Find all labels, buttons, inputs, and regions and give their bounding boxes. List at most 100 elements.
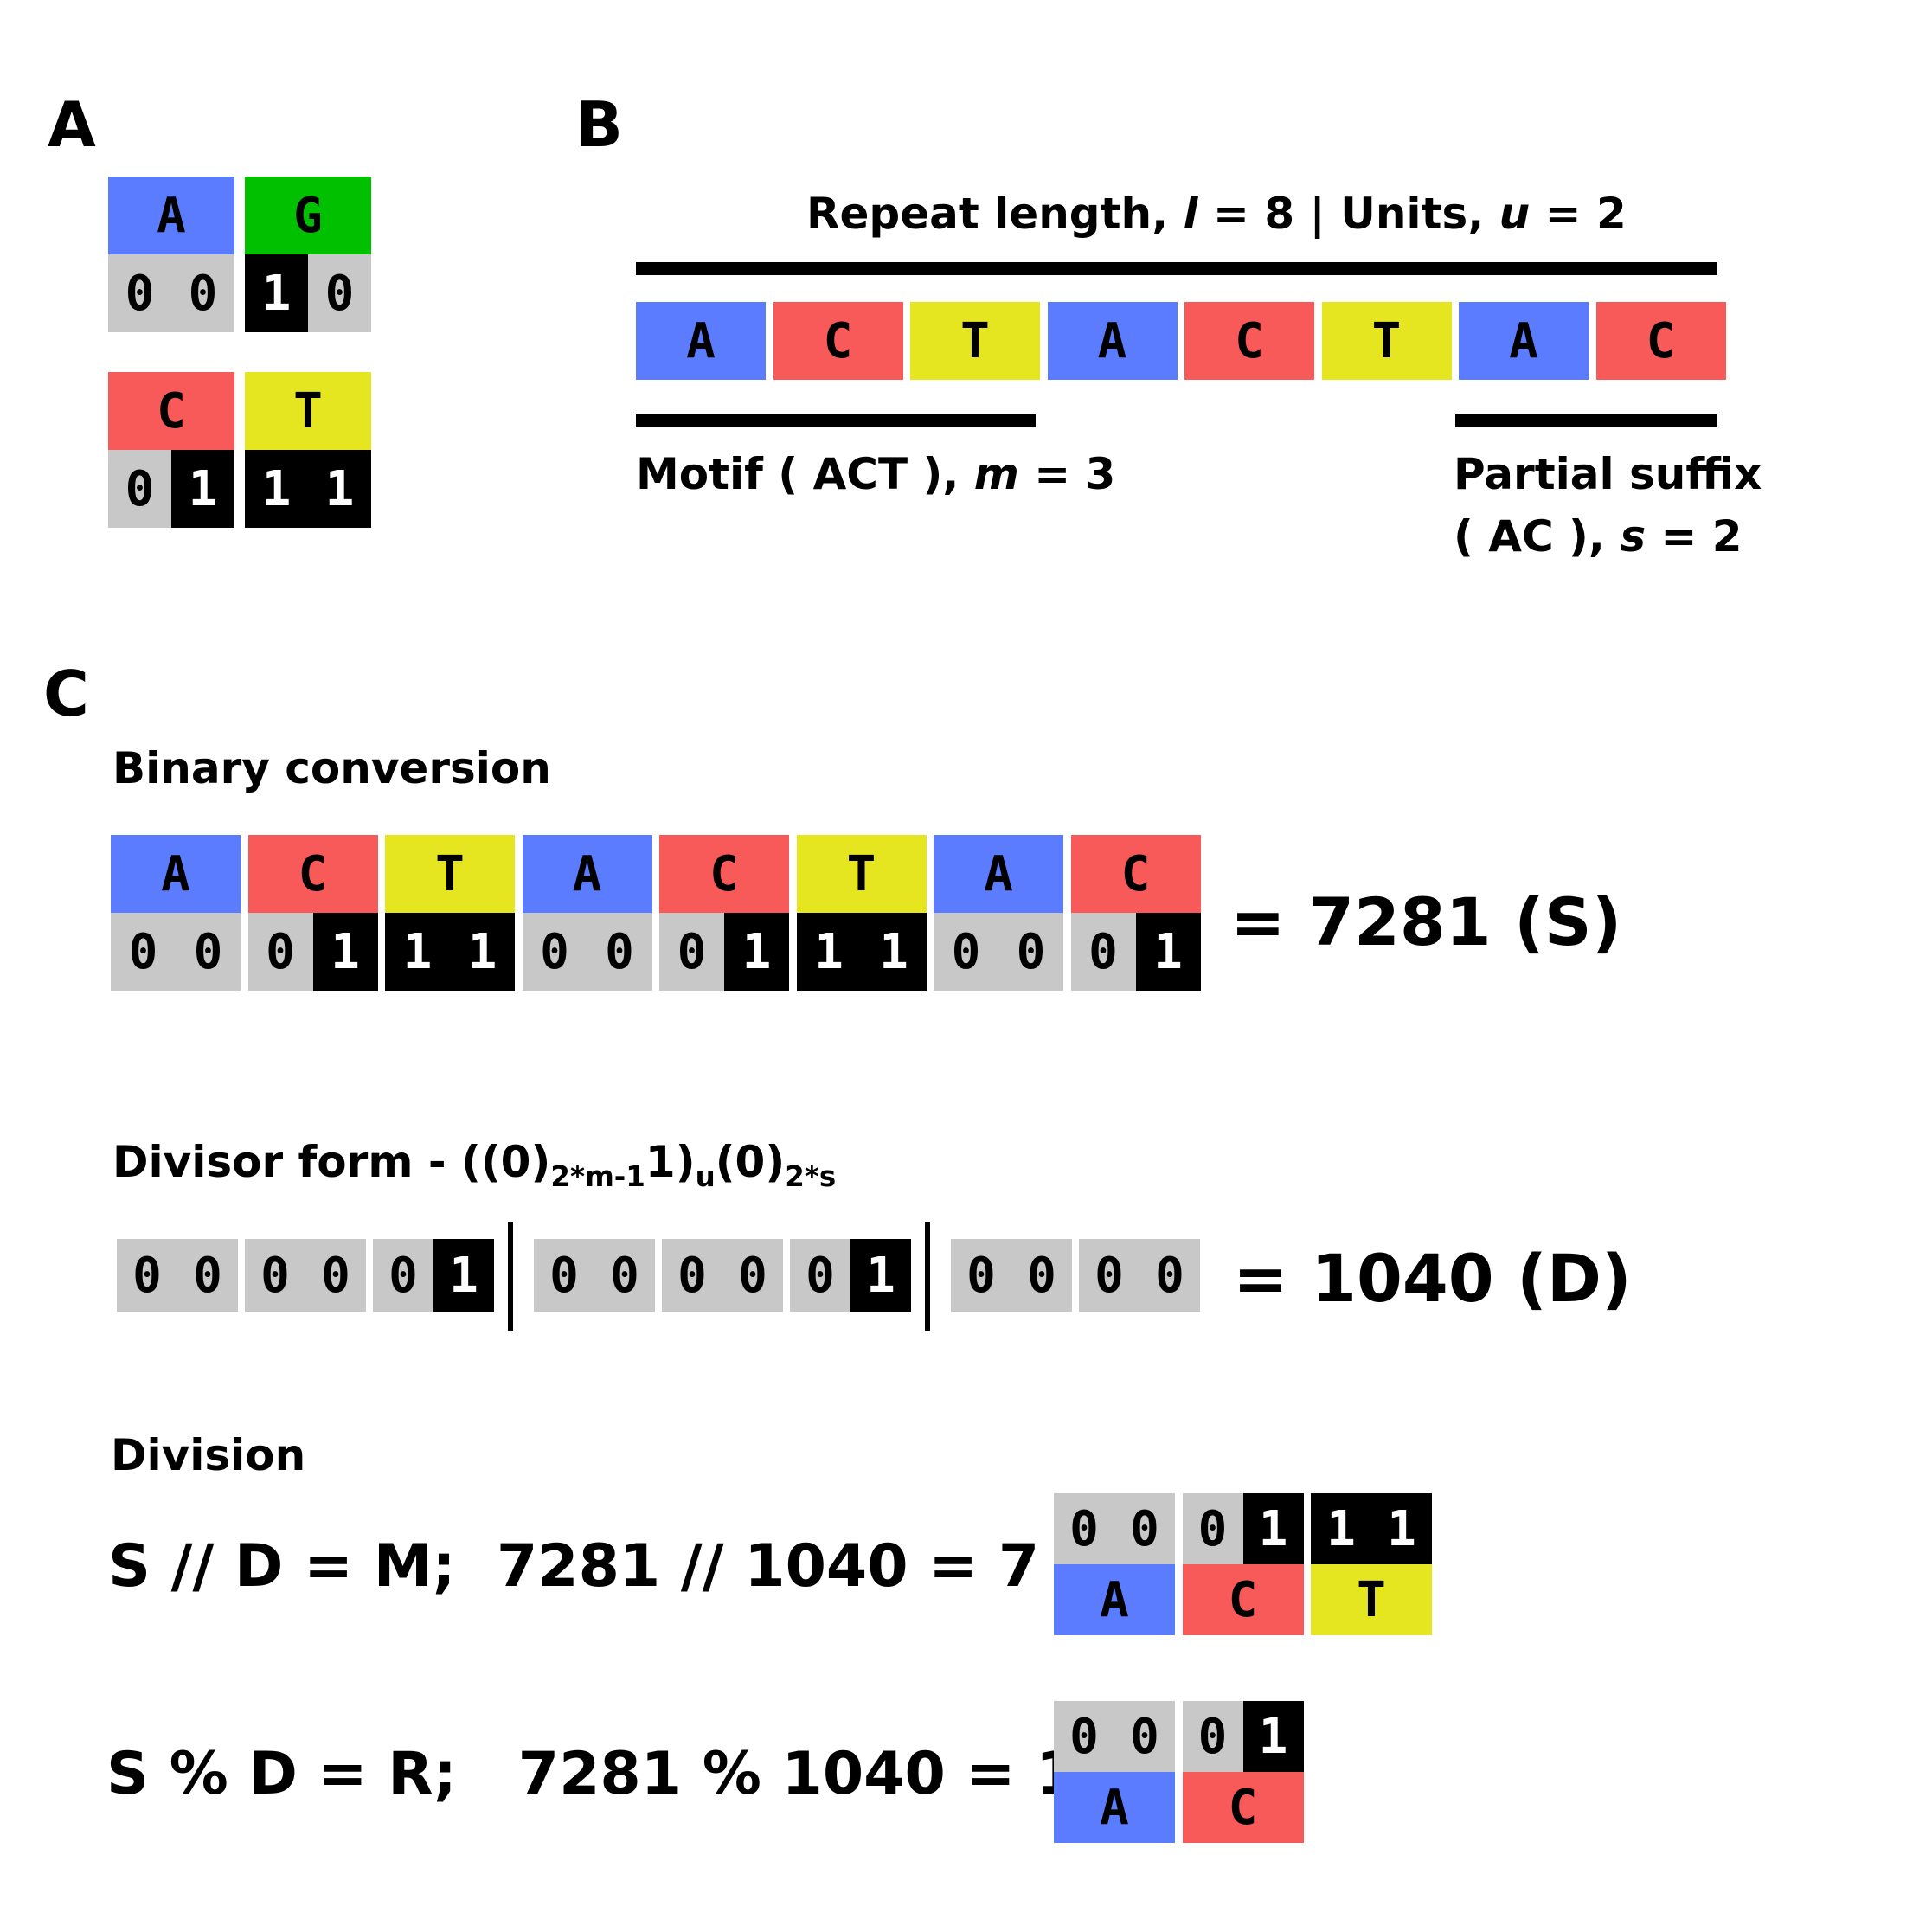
base-cell-C: C — [1182, 1772, 1304, 1843]
suffix-label-line2: ( AC ), s = 2 — [1454, 511, 1743, 562]
base-cell-A: A — [108, 177, 234, 254]
binary-conversion-title: Binary conversion — [112, 743, 551, 793]
bit-0: 0 — [193, 1247, 222, 1304]
bit-0: 0 — [1130, 1500, 1159, 1557]
base-cell-T: T — [910, 302, 1040, 380]
bit-1: 1 — [1242, 1493, 1304, 1564]
panel-a-label: A — [48, 88, 96, 161]
bit-0: 0 — [951, 923, 981, 980]
suffix-label-line1: Partial suffix — [1454, 449, 1762, 499]
bit-1: 1 — [850, 1239, 911, 1312]
base-cell-C: C — [1070, 835, 1201, 913]
bit-pair-bg — [534, 1239, 655, 1312]
binary-result: = 7281 (S) — [1230, 883, 1622, 960]
bit-pair-bg — [934, 913, 1063, 991]
base-cell-C: C — [247, 835, 378, 913]
bit-pair-bg — [245, 1239, 366, 1312]
bit-0: 0 — [324, 265, 355, 322]
bit-0: 0 — [610, 1247, 639, 1304]
bit-0: 0 — [188, 265, 218, 322]
base-cell-C: C — [108, 372, 234, 450]
bit-0: 0 — [1016, 923, 1046, 980]
bit-0: 0 — [260, 1247, 290, 1304]
bit-1: 1 — [1135, 913, 1201, 991]
bit-0: 0 — [1094, 1247, 1124, 1304]
base-cell-C: C — [659, 835, 789, 913]
bit-pair-bg — [662, 1239, 783, 1312]
base-cell-A: A — [1459, 302, 1589, 380]
base-cell-A: A — [934, 835, 1063, 913]
bit-0: 0 — [1088, 923, 1118, 980]
bit-1: 1 — [171, 450, 234, 528]
bit-0: 0 — [806, 1247, 835, 1304]
base-cell-T: T — [1311, 1564, 1432, 1635]
base-cell-A: A — [636, 302, 766, 380]
bit-0: 0 — [549, 1247, 579, 1304]
base-cell-T: T — [385, 835, 515, 913]
bit-0: 0 — [1069, 1500, 1099, 1557]
bit-1: 1 — [433, 1239, 494, 1312]
base-cell-A: A — [1047, 302, 1178, 380]
bit-0: 0 — [1069, 1708, 1099, 1765]
bit-1: 1 — [796, 913, 862, 991]
bit-0: 0 — [677, 1247, 707, 1304]
unit-separator — [925, 1222, 930, 1331]
bit-0: 0 — [738, 1247, 767, 1304]
bit-0: 0 — [266, 923, 295, 980]
bit-0: 0 — [128, 923, 158, 980]
bit-1: 1 — [312, 913, 378, 991]
base-cell-A: A — [1054, 1564, 1175, 1635]
motif-bar — [636, 414, 1036, 427]
bit-1: 1 — [1371, 1493, 1432, 1564]
bit-1: 1 — [385, 913, 450, 991]
bit-0: 0 — [540, 923, 569, 980]
panel-b-label: B — [575, 88, 623, 161]
bit-1: 1 — [1242, 1701, 1304, 1772]
bit-pair-bg — [117, 1239, 238, 1312]
bit-0: 0 — [132, 1247, 162, 1304]
bit-0: 0 — [125, 265, 155, 322]
base-cell-C: C — [1184, 302, 1314, 380]
bit-0: 0 — [605, 923, 634, 980]
bit-1: 1 — [861, 913, 927, 991]
quotient-equation: S // D = M; 7281 // 1040 = 7 = — [108, 1532, 1109, 1601]
bit-0: 0 — [966, 1247, 996, 1304]
bit-0: 0 — [677, 923, 707, 980]
bit-0: 0 — [388, 1247, 418, 1304]
base-cell-C: C — [773, 302, 903, 380]
base-cell-T: T — [796, 835, 927, 913]
bit-0: 0 — [1155, 1247, 1184, 1304]
bit-1: 1 — [450, 913, 515, 991]
repeat-length-title: Repeat length, l = 8 | Units, u = 2 — [806, 189, 1627, 239]
divisor-result: = 1040 (D) — [1233, 1240, 1632, 1317]
bit-pair-bg — [111, 913, 241, 991]
bit-0: 0 — [1197, 1500, 1228, 1557]
bit-pair-bg — [108, 254, 234, 332]
bit-pair-bg — [1079, 1239, 1200, 1312]
suffix-bar — [1455, 414, 1717, 427]
motif-label: Motif ( ACT ), m = 3 — [636, 449, 1116, 499]
bit-1: 1 — [724, 913, 789, 991]
bit-1: 1 — [245, 450, 308, 528]
divisor-form-title: Divisor form - ((0)2*m-11)u(0)2*s — [112, 1137, 837, 1193]
base-cell-A: A — [522, 835, 652, 913]
bit-0: 0 — [321, 1247, 350, 1304]
base-cell-A: A — [111, 835, 241, 913]
bit-0: 0 — [125, 460, 155, 517]
bit-pair-bg — [1054, 1701, 1175, 1772]
bit-pair-bg — [522, 913, 652, 991]
base-cell-T: T — [245, 372, 371, 450]
division-title: Division — [111, 1430, 306, 1480]
unit-separator — [508, 1222, 513, 1331]
bit-0: 0 — [1197, 1708, 1228, 1765]
base-cell-C: C — [1595, 302, 1726, 380]
base-cell-G: G — [245, 177, 371, 254]
bit-pair-bg — [1054, 1493, 1175, 1564]
bit-1: 1 — [308, 450, 371, 528]
bit-0: 0 — [193, 923, 223, 980]
base-cell-T: T — [1321, 302, 1452, 380]
bit-1: 1 — [1311, 1493, 1371, 1564]
bit-pair-bg — [951, 1239, 1072, 1312]
base-cell-C: C — [1182, 1564, 1304, 1635]
remainder-equation: S % D = R; 7281 % 1040 = 1 = — [106, 1740, 1167, 1808]
